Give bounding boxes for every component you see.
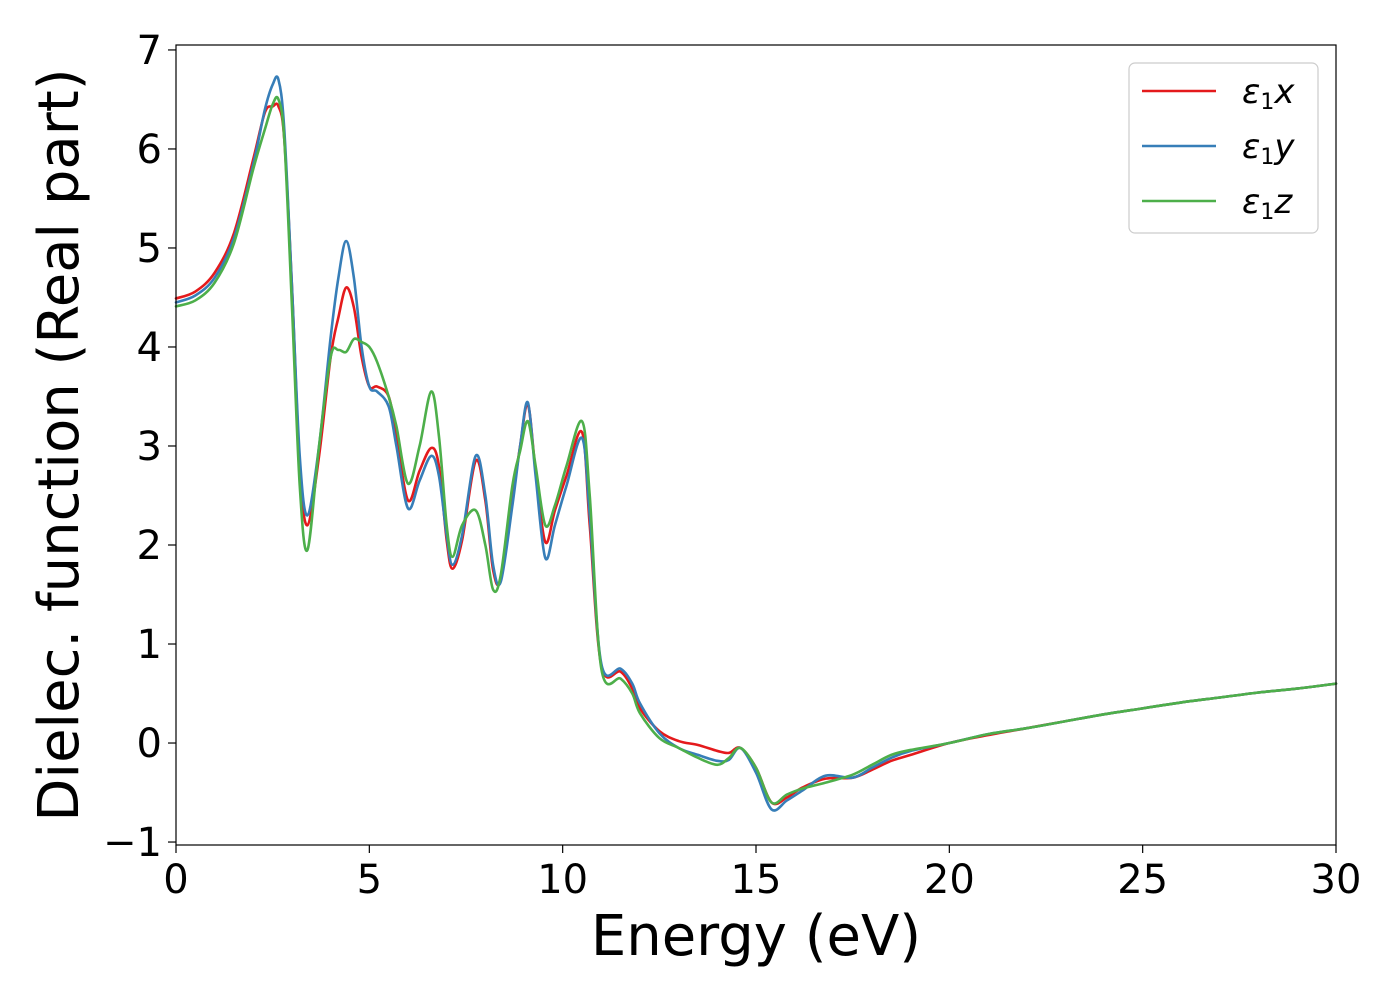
- x-tick-label: 5: [357, 857, 382, 903]
- legend-label-var: z: [1273, 182, 1293, 222]
- legend-label-subscript: 1: [1260, 200, 1274, 225]
- y-tick-label: 7: [137, 28, 162, 74]
- series-line-z: [174, 95, 1338, 805]
- legend-label-var: x: [1273, 72, 1295, 112]
- legend-box: [1128, 62, 1319, 234]
- x-tick-label: 0: [163, 857, 188, 903]
- legend-label-base: ε: [1242, 127, 1260, 167]
- y-tick-label: 0: [137, 721, 162, 767]
- y-tick-label: 2: [137, 523, 162, 569]
- y-tick-label: 6: [137, 127, 162, 173]
- legend-label-base: ε: [1242, 72, 1260, 112]
- x-tick-label: 20: [924, 857, 975, 903]
- legend-label-x: ε1x: [1242, 72, 1295, 115]
- series-line-y: [174, 75, 1338, 812]
- x-axis: 0 5 10 15 20 25 30: [163, 845, 1361, 903]
- y-tick-label: 5: [137, 226, 162, 272]
- y-axis: −1 0 1 2 3 4 5 6 7: [103, 28, 176, 866]
- legend-label-var: y: [1273, 127, 1295, 167]
- x-tick-label: 25: [1117, 857, 1168, 903]
- series-layer: [174, 75, 1338, 812]
- legend-label-y: ε1y: [1242, 127, 1295, 170]
- y-tick-label: 1: [137, 622, 162, 668]
- x-tick-label: 30: [1311, 857, 1362, 903]
- y-tick-label: 3: [137, 424, 162, 470]
- legend-label-z: ε1z: [1242, 182, 1293, 225]
- x-tick-label: 15: [731, 857, 782, 903]
- x-tick-label: 10: [537, 857, 588, 903]
- legend-label-subscript: 1: [1260, 145, 1274, 170]
- y-axis-label: Dielec. function (Real part): [27, 68, 92, 821]
- legend-label-base: ε: [1242, 182, 1260, 222]
- y-tick-label: −1: [103, 820, 162, 866]
- y-tick-label: 4: [137, 325, 162, 371]
- x-axis-label: Energy (eV): [591, 904, 921, 969]
- legend-label-subscript: 1: [1260, 90, 1274, 115]
